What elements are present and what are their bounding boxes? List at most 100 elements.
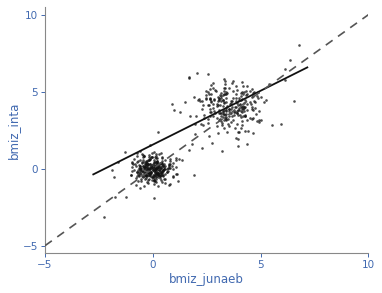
Point — [151, 173, 157, 178]
Point — [239, 90, 245, 95]
Point — [139, 158, 146, 163]
Point — [229, 113, 235, 118]
Point — [151, 160, 157, 164]
Point — [155, 170, 162, 175]
Point — [234, 109, 240, 114]
Point — [250, 108, 256, 113]
Point — [145, 166, 151, 171]
Point — [215, 108, 222, 113]
Point — [261, 99, 267, 104]
Point — [263, 98, 269, 103]
Point — [257, 95, 264, 100]
Point — [152, 179, 158, 184]
Point — [152, 163, 159, 168]
Point — [223, 105, 229, 110]
Point — [235, 98, 241, 103]
Point — [134, 167, 141, 172]
Point — [232, 110, 238, 115]
Point — [219, 95, 225, 100]
Point — [228, 98, 234, 103]
Point — [188, 142, 194, 147]
Point — [256, 108, 262, 113]
Point — [147, 157, 154, 161]
Point — [154, 166, 160, 170]
Point — [142, 161, 148, 166]
Point — [162, 180, 168, 185]
Point — [249, 107, 255, 112]
Point — [217, 117, 223, 121]
Point — [215, 130, 221, 135]
Point — [164, 169, 170, 174]
Point — [147, 170, 153, 175]
Point — [159, 161, 165, 166]
Point — [207, 114, 213, 119]
Point — [148, 154, 154, 159]
Point — [159, 159, 165, 163]
Point — [154, 171, 160, 176]
Point — [251, 89, 257, 94]
Point — [143, 161, 149, 166]
Point — [170, 108, 176, 112]
Point — [148, 164, 154, 168]
Point — [220, 108, 226, 113]
Point — [224, 91, 230, 95]
Point — [235, 137, 241, 141]
Point — [151, 168, 157, 173]
Point — [142, 176, 148, 181]
Point — [216, 111, 222, 116]
Point — [145, 162, 151, 167]
Point — [241, 89, 247, 94]
Point — [154, 162, 160, 167]
Point — [148, 171, 154, 175]
Point — [147, 166, 154, 171]
Point — [151, 164, 157, 168]
Point — [133, 176, 139, 180]
Point — [169, 102, 175, 107]
Point — [235, 108, 241, 113]
Point — [159, 155, 165, 160]
Point — [173, 171, 179, 176]
Point — [151, 169, 157, 174]
Point — [221, 88, 227, 93]
Point — [143, 166, 149, 171]
Point — [223, 116, 229, 121]
Point — [230, 79, 236, 84]
Point — [165, 164, 172, 168]
Point — [223, 118, 229, 122]
Point — [146, 172, 152, 177]
Point — [144, 165, 151, 170]
Point — [129, 162, 136, 167]
Point — [182, 100, 188, 104]
Point — [141, 154, 147, 159]
Point — [155, 162, 161, 167]
Point — [239, 123, 245, 127]
Point — [162, 177, 168, 182]
Point — [222, 82, 228, 86]
Point — [223, 104, 230, 109]
Point — [121, 150, 128, 154]
Point — [226, 114, 232, 118]
Point — [147, 174, 153, 178]
Point — [136, 169, 142, 174]
Point — [146, 157, 152, 162]
Point — [206, 102, 212, 107]
Point — [228, 110, 234, 115]
Point — [146, 152, 152, 157]
Point — [153, 164, 159, 168]
Point — [214, 116, 220, 121]
Point — [139, 160, 145, 165]
Point — [153, 180, 159, 184]
Point — [161, 162, 167, 167]
Point — [206, 71, 212, 76]
Point — [233, 98, 240, 103]
Point — [161, 166, 167, 171]
Point — [153, 156, 159, 161]
Point — [222, 101, 228, 106]
Point — [240, 113, 246, 118]
Point — [257, 118, 264, 122]
Point — [160, 163, 166, 167]
Point — [142, 164, 148, 169]
Point — [101, 215, 107, 220]
Point — [151, 179, 157, 183]
Point — [162, 167, 168, 171]
